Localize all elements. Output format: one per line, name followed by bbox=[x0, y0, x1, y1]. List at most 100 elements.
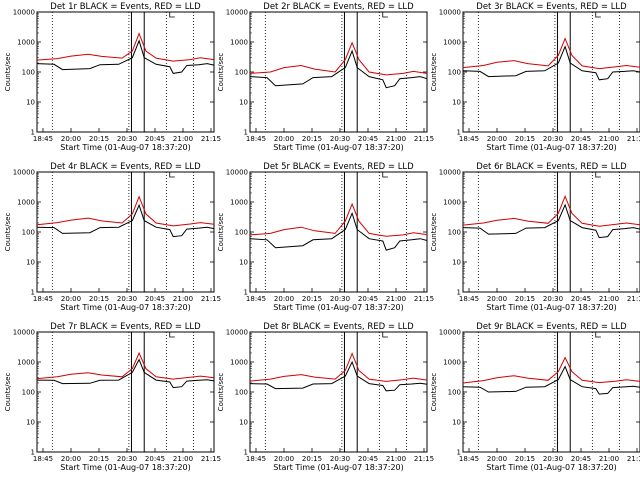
x-tick-label: 20:45 bbox=[571, 135, 591, 143]
x-tick-label: 20:15 bbox=[515, 455, 535, 463]
x-tick-label: 18:45 bbox=[246, 135, 266, 143]
x-axis-label: Start Time (01-Aug-07 18:37:20) bbox=[273, 463, 404, 472]
x-axis-label: Start Time (01-Aug-07 18:37:20) bbox=[486, 463, 617, 472]
x-tick-label: 20:00 bbox=[274, 295, 294, 303]
y-axis-label: Counts/sec bbox=[217, 213, 225, 252]
panel-1: Det 1r BLACK = Events, RED = LLD 1 10 100 10… bbox=[4, 2, 221, 152]
y-tick-label: 1 bbox=[244, 289, 248, 297]
y-tick-label: 1000 bbox=[443, 199, 461, 207]
x-tick-label: 20:45 bbox=[571, 295, 591, 303]
x-tick-label: 21:15 bbox=[201, 455, 221, 463]
y-tick-label: 1000 bbox=[443, 359, 461, 367]
series-events-line bbox=[36, 39, 215, 74]
plot-frame bbox=[36, 11, 215, 133]
x-tick-label: 21:00 bbox=[386, 295, 406, 303]
x-tick-label: 20:00 bbox=[61, 135, 81, 143]
x-tick-label: 21:00 bbox=[386, 135, 406, 143]
x-axis-label: Start Time (01-Aug-07 18:37:20) bbox=[486, 303, 617, 312]
panel-title: Det 5r BLACK = Events, RED = LLD bbox=[263, 162, 414, 172]
y-tick-label: 1000 bbox=[230, 199, 248, 207]
x-tick-label: 20:30 bbox=[543, 295, 563, 303]
panel-4: Det 4r BLACK = Events, RED = LLD 1 10 100 10… bbox=[4, 162, 221, 312]
plot-frame bbox=[36, 331, 215, 453]
x-tick-label: 20:30 bbox=[543, 135, 563, 143]
x-tick-label: 20:45 bbox=[358, 135, 378, 143]
series-lld-line bbox=[249, 352, 428, 382]
x-tick-label: 21:00 bbox=[599, 295, 619, 303]
range-marker bbox=[382, 332, 388, 338]
x-tick-label: 20:45 bbox=[145, 295, 165, 303]
x-tick-label: 20:15 bbox=[89, 135, 109, 143]
y-tick-label: 1 bbox=[31, 449, 35, 457]
x-tick-label: 21:15 bbox=[627, 455, 640, 463]
x-tick-label: 21:15 bbox=[627, 135, 640, 143]
x-axis-label: Start Time (01-Aug-07 18:37:20) bbox=[273, 303, 404, 312]
x-tick-label: 20:45 bbox=[358, 455, 378, 463]
y-tick-label: 100 bbox=[235, 389, 248, 397]
x-tick-label: 18:45 bbox=[246, 295, 266, 303]
x-tick-label: 20:30 bbox=[117, 455, 137, 463]
plot-frame bbox=[462, 171, 640, 293]
y-tick-label: 100 bbox=[22, 69, 35, 77]
range-marker bbox=[595, 12, 601, 18]
panel-7: Det 7r BLACK = Events, RED = LLD 1 10 100 10… bbox=[4, 322, 221, 472]
y-tick-label: 1 bbox=[457, 449, 461, 457]
panel-2: Det 2r BLACK = Events, RED = LLD 1 10 100 10… bbox=[217, 2, 434, 152]
x-tick-label: 18:45 bbox=[33, 455, 53, 463]
x-tick-label: 20:15 bbox=[515, 295, 535, 303]
x-tick-label: 21:00 bbox=[173, 135, 193, 143]
series-events-line bbox=[462, 365, 640, 395]
x-tick-label: 20:30 bbox=[330, 295, 350, 303]
y-axis-label: Counts/sec bbox=[217, 53, 225, 92]
x-tick-label: 20:00 bbox=[61, 295, 81, 303]
y-tick-label: 10000 bbox=[13, 169, 35, 177]
panel-title: Det 7r BLACK = Events, RED = LLD bbox=[50, 322, 201, 332]
x-tick-label: 20:30 bbox=[330, 135, 350, 143]
series-events-line bbox=[36, 203, 215, 238]
range-marker bbox=[169, 332, 175, 338]
y-tick-label: 10 bbox=[452, 99, 461, 107]
x-tick-label: 21:00 bbox=[599, 135, 619, 143]
x-tick-label: 20:00 bbox=[487, 455, 507, 463]
y-tick-label: 10000 bbox=[439, 329, 461, 337]
range-marker bbox=[382, 172, 388, 178]
panel-title: Det 6r BLACK = Events, RED = LLD bbox=[476, 162, 627, 172]
plot-frame bbox=[36, 171, 215, 293]
x-tick-label: 21:15 bbox=[414, 455, 434, 463]
y-tick-label: 100 bbox=[235, 69, 248, 77]
series-lld-line bbox=[462, 356, 640, 384]
x-tick-label: 20:30 bbox=[330, 455, 350, 463]
x-tick-label: 20:00 bbox=[274, 455, 294, 463]
x-tick-label: 21:15 bbox=[414, 295, 434, 303]
y-tick-label: 1 bbox=[31, 289, 35, 297]
y-tick-label: 1 bbox=[244, 449, 248, 457]
panel-title: Det 4r BLACK = Events, RED = LLD bbox=[50, 162, 201, 172]
y-tick-label: 1 bbox=[244, 129, 248, 137]
y-tick-label: 10000 bbox=[13, 9, 35, 17]
panel-title: Det 3r BLACK = Events, RED = LLD bbox=[476, 2, 627, 12]
panel-6: Det 6r BLACK = Events, RED = LLD 1 10 100 10… bbox=[430, 162, 640, 312]
y-tick-label: 10 bbox=[452, 259, 461, 267]
range-marker bbox=[595, 172, 601, 178]
x-axis-label: Start Time (01-Aug-07 18:37:20) bbox=[273, 143, 404, 152]
panel-9: Det 9r BLACK = Events, RED = LLD 1 10 100 10… bbox=[430, 322, 640, 472]
range-marker bbox=[169, 12, 175, 18]
panel-title: Det 2r BLACK = Events, RED = LLD bbox=[263, 2, 414, 12]
series-lld-line bbox=[36, 32, 215, 62]
series-lld-line bbox=[36, 351, 215, 380]
y-tick-label: 100 bbox=[235, 229, 248, 237]
x-tick-label: 20:00 bbox=[61, 455, 81, 463]
panel-title: Det 8r BLACK = Events, RED = LLD bbox=[263, 322, 414, 332]
y-tick-label: 10 bbox=[26, 259, 35, 267]
x-tick-label: 18:45 bbox=[33, 295, 53, 303]
y-tick-label: 10000 bbox=[13, 329, 35, 337]
plot-frame bbox=[249, 331, 428, 453]
x-tick-label: 20:15 bbox=[515, 135, 535, 143]
y-tick-label: 10 bbox=[239, 259, 248, 267]
x-tick-label: 20:30 bbox=[117, 295, 137, 303]
x-tick-label: 21:00 bbox=[386, 455, 406, 463]
y-tick-label: 1000 bbox=[17, 199, 35, 207]
x-tick-label: 21:00 bbox=[173, 455, 193, 463]
x-axis-label: Start Time (01-Aug-07 18:37:20) bbox=[60, 303, 191, 312]
